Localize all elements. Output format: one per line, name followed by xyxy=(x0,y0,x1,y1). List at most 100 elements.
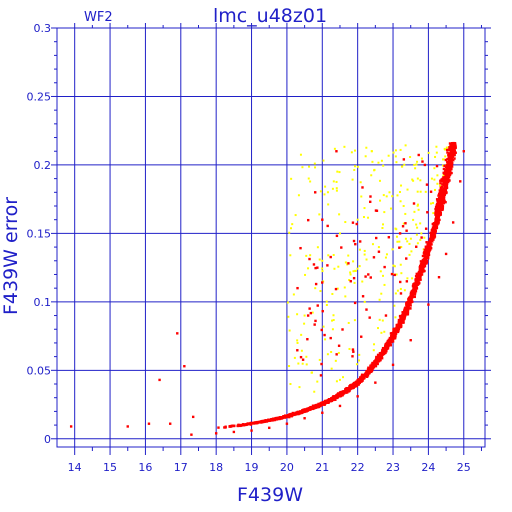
data-point-red xyxy=(360,373,364,376)
data-point-yellow xyxy=(292,293,295,296)
data-point-yellow xyxy=(371,160,374,163)
data-point-yellow xyxy=(394,316,397,319)
data-point-red xyxy=(412,283,415,286)
data-point-red xyxy=(344,390,347,394)
data-point-red xyxy=(450,161,453,164)
data-point-red xyxy=(335,234,339,238)
data-point-red xyxy=(452,150,455,153)
data-point-yellow xyxy=(327,254,330,257)
data-point-red xyxy=(438,189,441,192)
data-point-yellow xyxy=(303,322,306,325)
data-point-red xyxy=(424,256,428,259)
data-point-red xyxy=(454,144,457,148)
data-point-red xyxy=(415,281,419,284)
data-point-yellow xyxy=(319,290,322,293)
data-point-red xyxy=(435,210,439,214)
data-point-red xyxy=(422,261,426,264)
data-point-yellow xyxy=(394,227,397,230)
data-point-red xyxy=(449,145,453,148)
data-point-red xyxy=(314,319,317,323)
data-point-red xyxy=(397,326,400,329)
data-point-red xyxy=(453,157,456,160)
data-point-red xyxy=(422,251,426,255)
data-point-red xyxy=(358,240,362,243)
data-point-red xyxy=(352,386,355,389)
data-points xyxy=(69,141,465,436)
data-point-yellow xyxy=(392,264,395,267)
data-point-red xyxy=(308,257,311,261)
data-point-red xyxy=(420,236,423,239)
data-point-red xyxy=(191,415,195,419)
data-point-red xyxy=(445,183,448,187)
data-point-yellow xyxy=(325,300,328,303)
data-point-red xyxy=(399,325,403,328)
data-point-red xyxy=(434,230,437,233)
data-point-red xyxy=(415,272,418,276)
data-point-red xyxy=(416,276,419,279)
data-point-yellow xyxy=(326,191,329,194)
data-point-red xyxy=(353,384,356,388)
data-point-yellow xyxy=(308,165,311,168)
data-point-yellow xyxy=(438,184,441,187)
data-point-yellow xyxy=(408,242,411,245)
data-point-red xyxy=(314,282,318,286)
data-point-yellow xyxy=(409,237,412,240)
data-point-red xyxy=(390,272,394,276)
data-point-yellow xyxy=(288,231,291,234)
data-point-red xyxy=(420,265,424,268)
data-point-red xyxy=(285,422,289,425)
data-point-red xyxy=(443,178,446,181)
data-point-red xyxy=(417,282,421,285)
data-point-red xyxy=(443,186,446,189)
data-point-red xyxy=(416,274,419,277)
data-point-red xyxy=(323,403,326,406)
data-point-yellow xyxy=(358,265,361,268)
data-point-red xyxy=(319,374,323,377)
data-point-red xyxy=(440,190,443,194)
x-tick-label: 25 xyxy=(457,461,471,474)
data-point-yellow xyxy=(371,243,374,246)
data-point-red xyxy=(398,232,402,235)
data-point-red xyxy=(224,426,227,429)
data-point-red xyxy=(399,292,403,295)
data-point-red xyxy=(338,404,342,408)
data-point-yellow xyxy=(413,210,416,213)
data-point-red xyxy=(439,208,442,211)
x-tick-label: 19 xyxy=(245,461,259,474)
data-point-red xyxy=(439,187,443,191)
data-point-yellow xyxy=(362,216,365,219)
data-point-yellow xyxy=(406,240,409,243)
data-point-red xyxy=(439,204,443,207)
x-tick-label: 14 xyxy=(68,461,82,474)
data-point-red xyxy=(410,297,413,300)
data-point-yellow xyxy=(333,147,336,150)
data-point-red xyxy=(424,227,428,230)
data-point-red xyxy=(415,279,419,283)
data-point-red xyxy=(274,417,278,420)
data-point-red xyxy=(352,239,356,243)
data-point-yellow xyxy=(338,378,341,381)
data-point-red xyxy=(445,186,448,190)
y-tick-label: 0 xyxy=(44,433,51,446)
data-point-red xyxy=(299,355,303,359)
data-point-yellow xyxy=(288,365,291,368)
data-point-red xyxy=(375,355,378,359)
data-point-red xyxy=(334,396,337,400)
data-point-red xyxy=(245,423,248,426)
data-point-yellow xyxy=(376,327,379,330)
data-point-red xyxy=(381,347,385,351)
data-point-red xyxy=(326,264,329,267)
data-point-red xyxy=(395,325,399,328)
data-point-red xyxy=(302,409,306,412)
data-point-yellow xyxy=(352,270,355,273)
data-point-red xyxy=(384,314,388,317)
data-point-yellow xyxy=(301,166,304,169)
data-point-red xyxy=(338,391,342,394)
data-point-red xyxy=(408,296,411,299)
data-point-red xyxy=(311,406,315,409)
data-point-yellow xyxy=(347,321,350,324)
data-point-red xyxy=(433,234,436,237)
data-point-red xyxy=(287,415,291,418)
data-point-red xyxy=(451,221,455,224)
data-point-red xyxy=(282,415,285,418)
